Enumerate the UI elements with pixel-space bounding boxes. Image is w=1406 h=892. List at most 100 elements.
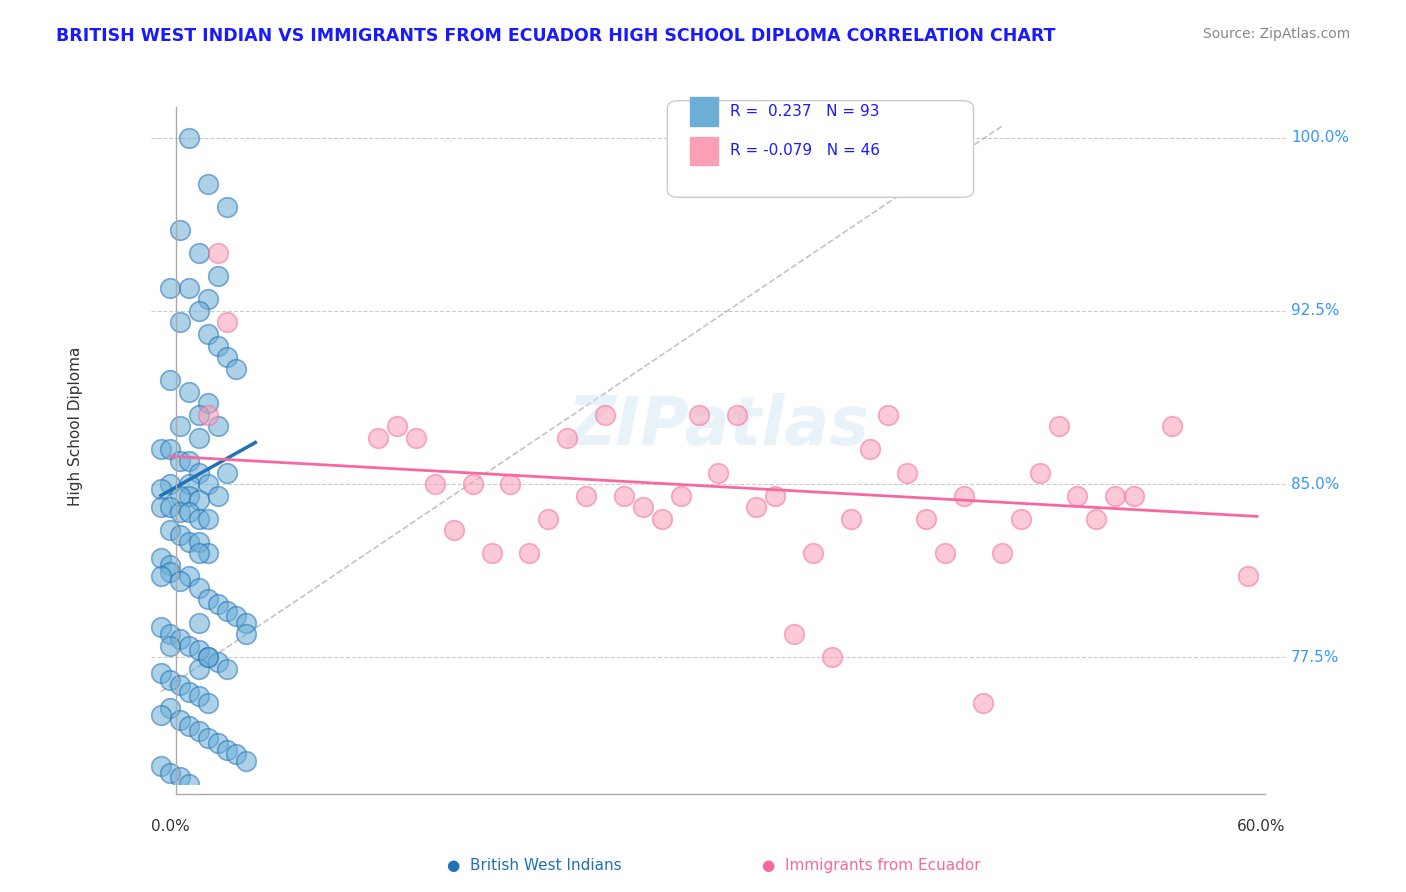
Point bbox=[187, 581, 209, 595]
Point bbox=[613, 489, 636, 503]
Point bbox=[1085, 511, 1108, 525]
Point bbox=[149, 569, 172, 583]
Point bbox=[179, 685, 201, 699]
Point bbox=[159, 442, 181, 457]
Text: 77.5%: 77.5% bbox=[1291, 649, 1340, 665]
Point bbox=[207, 736, 229, 750]
Point bbox=[169, 713, 191, 727]
Point bbox=[169, 223, 191, 237]
Point bbox=[1010, 511, 1032, 525]
Point bbox=[207, 419, 229, 434]
Point bbox=[481, 546, 503, 560]
Bar bbox=[690, 97, 718, 126]
Point bbox=[169, 454, 191, 468]
Text: Source: ZipAtlas.com: Source: ZipAtlas.com bbox=[1202, 27, 1350, 41]
Point bbox=[187, 615, 209, 630]
Point bbox=[821, 650, 844, 665]
Point bbox=[519, 546, 541, 560]
Point bbox=[149, 482, 172, 496]
Point bbox=[225, 361, 247, 376]
Point bbox=[187, 546, 209, 560]
Point bbox=[207, 655, 229, 669]
Point bbox=[215, 466, 238, 480]
Text: BRITISH WEST INDIAN VS IMMIGRANTS FROM ECUADOR HIGH SCHOOL DIPLOMA CORRELATION C: BRITISH WEST INDIAN VS IMMIGRANTS FROM E… bbox=[56, 27, 1056, 45]
Text: 85.0%: 85.0% bbox=[1291, 476, 1340, 491]
Point bbox=[169, 770, 191, 784]
Point bbox=[537, 511, 560, 525]
Point bbox=[991, 546, 1014, 560]
Point bbox=[207, 269, 229, 284]
Point bbox=[149, 666, 172, 681]
Point bbox=[187, 246, 209, 260]
Point bbox=[179, 384, 201, 399]
Point bbox=[197, 650, 219, 665]
Point bbox=[225, 608, 247, 623]
Point bbox=[179, 281, 201, 295]
Point bbox=[405, 431, 427, 445]
Point bbox=[159, 565, 181, 579]
Point bbox=[159, 765, 181, 780]
Point bbox=[896, 466, 918, 480]
Point bbox=[159, 701, 181, 715]
Point bbox=[159, 373, 181, 387]
Point bbox=[187, 431, 209, 445]
Point bbox=[187, 304, 209, 318]
Point bbox=[197, 177, 219, 191]
Point bbox=[197, 511, 219, 525]
Text: 92.5%: 92.5% bbox=[1291, 303, 1340, 318]
Point bbox=[149, 550, 172, 565]
Point bbox=[555, 431, 578, 445]
Point bbox=[858, 442, 880, 457]
Point bbox=[688, 408, 710, 422]
Point bbox=[593, 408, 616, 422]
Point bbox=[631, 500, 654, 515]
Point bbox=[1066, 489, 1088, 503]
Point bbox=[159, 673, 181, 688]
Point bbox=[159, 639, 181, 653]
Point bbox=[1104, 489, 1126, 503]
Point bbox=[801, 546, 824, 560]
Point bbox=[149, 442, 172, 457]
Point bbox=[187, 511, 209, 525]
Point bbox=[149, 500, 172, 515]
Point bbox=[1236, 569, 1258, 583]
Point bbox=[169, 505, 191, 519]
Point bbox=[235, 754, 257, 768]
Point bbox=[197, 697, 219, 711]
Point bbox=[915, 511, 938, 525]
Point bbox=[169, 574, 191, 588]
Point bbox=[149, 620, 172, 634]
Point bbox=[651, 511, 673, 525]
Point bbox=[197, 293, 219, 307]
Point bbox=[179, 719, 201, 733]
Point bbox=[187, 408, 209, 422]
Point bbox=[972, 697, 994, 711]
Point bbox=[169, 632, 191, 646]
Point bbox=[707, 466, 730, 480]
Point bbox=[187, 724, 209, 739]
Point bbox=[159, 627, 181, 641]
Bar bbox=[690, 136, 718, 165]
Point bbox=[187, 643, 209, 657]
Point bbox=[783, 627, 806, 641]
Point bbox=[443, 523, 465, 537]
Point bbox=[179, 534, 201, 549]
Point bbox=[149, 707, 172, 722]
Point bbox=[745, 500, 768, 515]
Point bbox=[197, 396, 219, 410]
Point bbox=[169, 528, 191, 542]
Point bbox=[179, 777, 201, 791]
Point bbox=[763, 489, 786, 503]
Point bbox=[149, 758, 172, 772]
Point bbox=[207, 338, 229, 352]
Point bbox=[235, 627, 257, 641]
Point bbox=[725, 408, 748, 422]
Point bbox=[215, 742, 238, 756]
Point bbox=[197, 731, 219, 745]
Point bbox=[215, 316, 238, 330]
Point bbox=[839, 511, 862, 525]
Point bbox=[225, 747, 247, 761]
Point bbox=[235, 615, 257, 630]
Text: ZIPatlas: ZIPatlas bbox=[568, 393, 869, 459]
Text: 0.0%: 0.0% bbox=[152, 819, 190, 834]
